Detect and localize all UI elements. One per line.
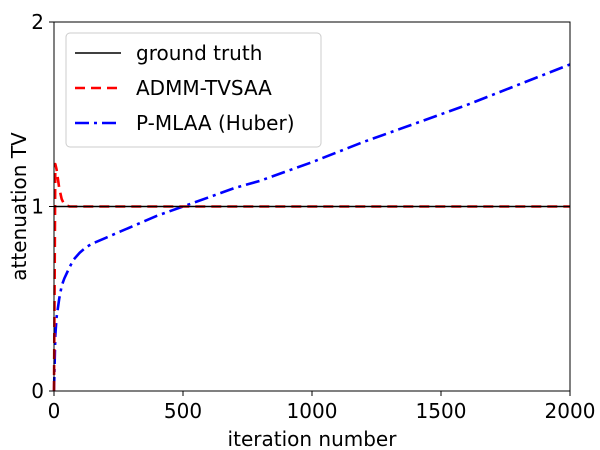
y-tick-label: 0: [31, 379, 44, 403]
series-line-2: [52, 63, 571, 392]
x-tick-label: 0: [48, 399, 61, 423]
plot-lines: [52, 63, 571, 392]
y-axis-ticks: 0 1 2: [31, 10, 54, 403]
legend: ground truth ADMM-TVSAA P-MLAA (Huber): [65, 32, 322, 148]
x-tick-label: 1000: [287, 399, 338, 423]
series-line-1: [52, 162, 570, 392]
legend-box: [65, 32, 322, 148]
y-axis-label: attenuation TV: [7, 132, 31, 281]
legend-label-0: ground truth: [136, 41, 262, 65]
x-tick-label: 1500: [416, 399, 467, 423]
x-axis-label: iteration number: [228, 427, 398, 450]
legend-label-2: P-MLAA (Huber): [136, 111, 295, 135]
y-tick-label: 2: [31, 10, 44, 34]
y-tick-label: 1: [31, 195, 44, 219]
x-tick-label: 500: [164, 399, 202, 423]
x-tick-label: 2000: [545, 399, 596, 423]
x-axis-ticks: 0 500 1000 1500 2000: [48, 391, 596, 423]
legend-label-1: ADMM-TVSAA: [136, 76, 272, 100]
